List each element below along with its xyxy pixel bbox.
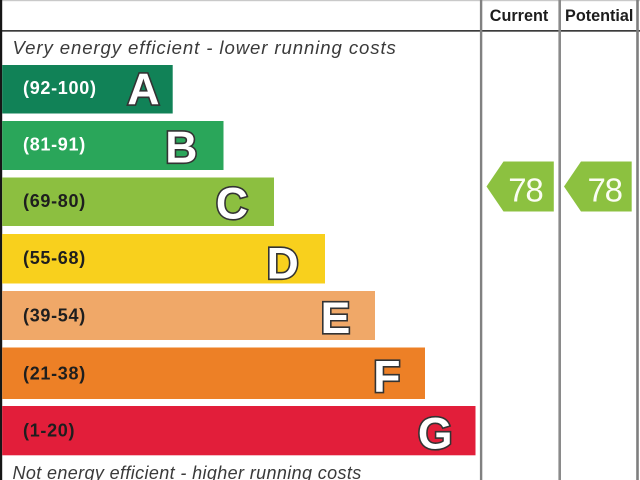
svg-text:Very energy efficient - lower: Very energy efficient - lower running co… — [13, 37, 397, 58]
svg-text:Not energy efficient - higher: Not energy efficient - higher running co… — [13, 463, 362, 480]
svg-text:(21-38): (21-38) — [23, 364, 86, 384]
svg-text:Potential: Potential — [565, 7, 633, 25]
svg-text:D: D — [267, 239, 299, 288]
svg-text:Current: Current — [490, 7, 549, 25]
svg-text:A: A — [127, 65, 159, 114]
svg-text:(92-100): (92-100) — [23, 78, 97, 98]
svg-text:(1-20): (1-20) — [23, 421, 75, 441]
svg-text:F: F — [373, 353, 400, 402]
svg-text:(55-68): (55-68) — [23, 248, 86, 268]
svg-text:G: G — [418, 409, 453, 458]
svg-text:(81-91): (81-91) — [23, 135, 86, 155]
svg-text:78: 78 — [508, 172, 542, 209]
svg-text:78: 78 — [587, 172, 621, 209]
svg-text:C: C — [216, 180, 248, 229]
svg-text:(69-80): (69-80) — [23, 191, 86, 211]
svg-text:E: E — [321, 294, 351, 343]
svg-text:B: B — [165, 123, 197, 172]
svg-text:(39-54): (39-54) — [23, 306, 86, 326]
